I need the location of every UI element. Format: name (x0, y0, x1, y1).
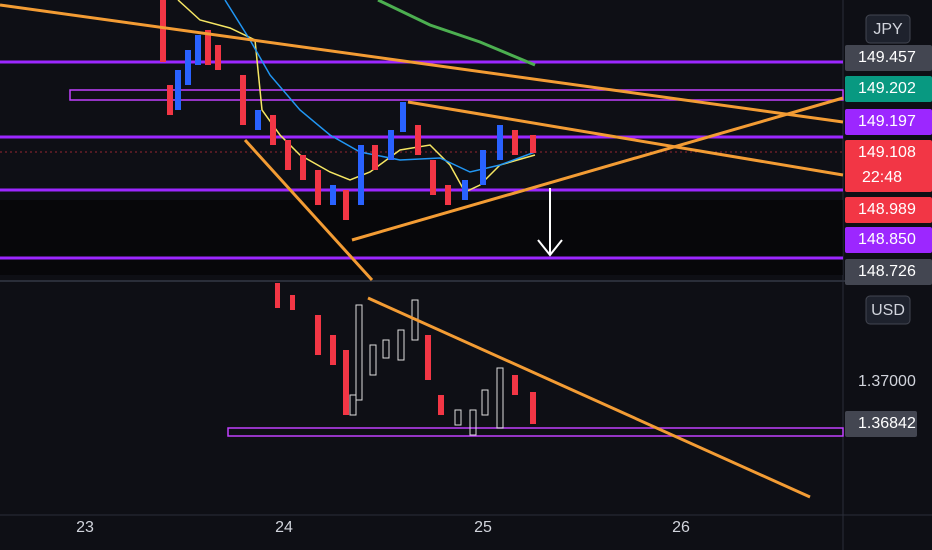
price-label: 149.457 (858, 49, 916, 66)
time-axis: 23 24 25 26 (76, 519, 690, 536)
candles-top (160, 0, 536, 220)
countdown: 22:48 (862, 169, 902, 186)
price-label: 149.197 (858, 113, 916, 130)
ma-green (377, 0, 536, 67)
dark-zone (0, 200, 843, 275)
time-label: 24 (275, 519, 293, 536)
price-tag (845, 76, 932, 102)
time-label: 23 (76, 519, 94, 536)
price-label: 148.989 (858, 201, 916, 218)
price-tag (845, 109, 932, 135)
price-tag (845, 259, 932, 285)
time-label: 25 (474, 519, 492, 536)
price-label: 1.36842 (858, 415, 916, 432)
price-tag (845, 227, 932, 253)
price-label: 149.202 (858, 80, 916, 97)
price-label: 1.37000 (858, 373, 916, 390)
price-label: 149.108 (858, 144, 916, 161)
time-label: 26 (672, 519, 690, 536)
zone-box-bottom (227, 427, 844, 437)
zone-box (69, 89, 844, 101)
candles-bottom (275, 283, 536, 436)
currency-label: USD (871, 302, 905, 319)
trendlines-top (0, 3, 844, 282)
price-tag (845, 140, 932, 192)
price-tag (845, 197, 932, 223)
currency-button[interactable] (865, 14, 911, 44)
trendline-bottom (367, 296, 811, 499)
currency-label: JPY (873, 21, 903, 38)
price-label: 148.850 (858, 231, 916, 248)
price-tag (845, 45, 932, 71)
down-arrow (537, 188, 563, 257)
currency-button[interactable] (865, 295, 911, 325)
price-label: 148.726 (858, 263, 916, 280)
price-tag (845, 411, 917, 437)
price-axis-top: 149.457 149.202 149.197 149.108 148.989 148.8… (845, 45, 932, 285)
